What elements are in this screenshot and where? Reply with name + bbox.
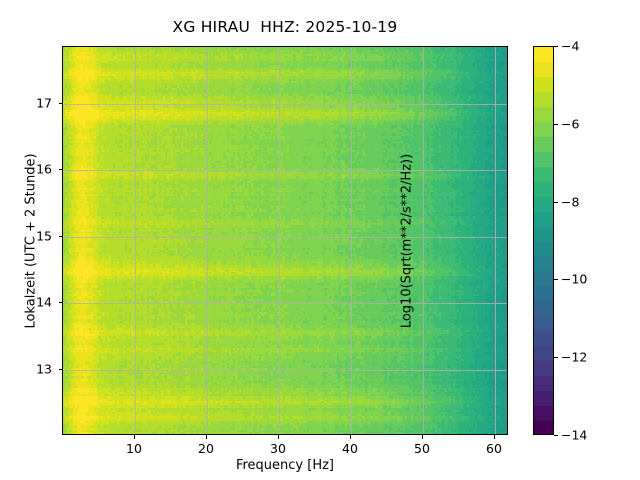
y-tick-mark [58, 236, 62, 237]
x-tick-mark [422, 435, 423, 439]
colorbar-tick-mark [554, 202, 558, 203]
y-tick-label: 14 [36, 294, 52, 310]
gridline-vertical [279, 47, 280, 434]
colorbar-tick-mark [554, 46, 558, 47]
x-tick-label: 10 [126, 441, 142, 456]
gridline-horizontal [63, 237, 507, 238]
colorbar-tick-label: −10 [561, 271, 588, 287]
x-tick-mark [134, 435, 135, 439]
x-tick-mark [494, 435, 495, 439]
gridline-horizontal [63, 370, 507, 371]
x-tick-mark [350, 435, 351, 439]
y-tick-mark [58, 302, 62, 303]
x-tick-label: 50 [414, 441, 430, 456]
y-tick-mark [58, 169, 62, 170]
gridline-horizontal [63, 303, 507, 304]
x-tick-label: 40 [342, 441, 358, 456]
y-tick-label: 17 [36, 95, 52, 111]
y-tick-label: 15 [36, 228, 52, 244]
colorbar-tick-label: −6 [561, 116, 580, 132]
y-tick-mark [58, 369, 62, 370]
x-axis-label: Frequency [Hz] [235, 458, 335, 473]
spectrogram-axes [62, 46, 508, 435]
colorbar-tick-label: −14 [561, 427, 588, 443]
gridline-vertical [495, 47, 496, 434]
x-tick-label: 60 [486, 441, 502, 456]
colorbar-tick-label: −12 [561, 349, 588, 365]
colorbar-label: Log10(Sqrt(m**2/s**2/Hz)) [399, 153, 415, 329]
colorbar-tick-label: −4 [561, 38, 580, 54]
gridline-vertical [423, 47, 424, 434]
gridline-horizontal [63, 170, 507, 171]
colorbar [533, 46, 554, 435]
gridline-vertical [135, 47, 136, 434]
colorbar-tick-mark [554, 279, 558, 280]
y-tick-mark [58, 103, 62, 104]
x-tick-mark [278, 435, 279, 439]
y-tick-label: 13 [36, 361, 52, 377]
x-tick-label: 30 [270, 441, 286, 456]
colorbar-tick-mark [554, 357, 558, 358]
colorbar-tick-mark [554, 124, 558, 125]
page-title: XG HIRAU HHZ: 2025-10-19 [172, 18, 398, 36]
y-axis-label: Lokalzeit (UTC + 2 Stunde) [23, 153, 39, 329]
x-tick-mark [206, 435, 207, 439]
y-tick-label: 16 [36, 161, 52, 177]
gridline-vertical [351, 47, 352, 434]
spectrogram-heatmap [63, 47, 507, 434]
x-tick-label: 20 [198, 441, 214, 456]
gridline-vertical [207, 47, 208, 434]
colorbar-tick-label: −8 [561, 194, 580, 210]
gridline-horizontal [63, 104, 507, 105]
colorbar-tick-mark [554, 435, 558, 436]
colorbar-gradient [534, 47, 553, 434]
